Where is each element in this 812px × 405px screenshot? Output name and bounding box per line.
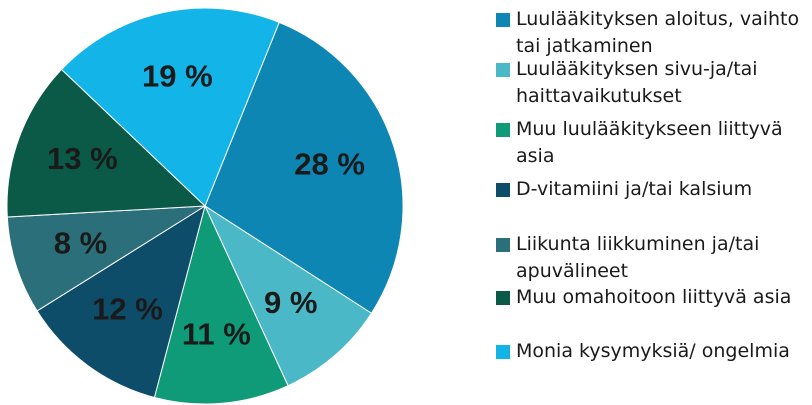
value-label: 28 % bbox=[294, 147, 365, 182]
legend-entry: Liikunta liikkuminen ja/tai apuvälineet bbox=[496, 231, 808, 285]
legend-label: Monia kysymyksiä/ ongelmia bbox=[516, 340, 790, 362]
value-label: 12 % bbox=[92, 291, 163, 326]
legend-entry: Muu luulääkitykseen liittyvä asia bbox=[496, 116, 808, 170]
legend-label: Muu luulääkitykseen liittyvä asia bbox=[516, 118, 783, 167]
pie-slice bbox=[6, 205, 206, 312]
pie-slice bbox=[60, 7, 280, 207]
legend-swatch bbox=[496, 183, 510, 197]
legend-entry: Muu omahoitoon liittyvä asia bbox=[496, 284, 808, 311]
legend-entry: D-vitamiini ja/tai kalsium bbox=[496, 176, 808, 203]
pie-slice bbox=[204, 21, 404, 314]
legend-swatch bbox=[496, 238, 510, 252]
value-label: 19 % bbox=[142, 58, 213, 93]
value-label: 13 % bbox=[47, 141, 118, 176]
pie-slice bbox=[153, 204, 289, 405]
legend-label: Luulääkityksen aloitus, vaihto tai jatka… bbox=[516, 8, 800, 57]
legend-label: Liikunta liikkuminen ja/tai apuvälineet bbox=[516, 233, 760, 282]
legend-label: Luulääkityksen sivu-ja/tai haittavaikutu… bbox=[516, 58, 758, 107]
value-label: 8 % bbox=[54, 226, 107, 261]
legend-entry: Luulääkityksen sivu-ja/tai haittavaikutu… bbox=[496, 56, 808, 110]
pie-slice bbox=[203, 204, 373, 387]
legend-label: Muu omahoitoon liittyvä asia bbox=[516, 286, 792, 308]
pie-slice bbox=[36, 204, 206, 399]
pie-slice bbox=[6, 68, 207, 218]
legend-swatch bbox=[496, 345, 510, 359]
legend-swatch bbox=[496, 291, 510, 305]
legend-swatch bbox=[496, 123, 510, 137]
legend-swatch bbox=[496, 63, 510, 77]
legend-entry: Luulääkityksen aloitus, vaihto tai jatka… bbox=[496, 6, 808, 60]
legend-swatch bbox=[496, 13, 510, 27]
value-label: 11 % bbox=[182, 316, 251, 351]
legend-entry: Monia kysymyksiä/ ongelmia bbox=[496, 338, 808, 365]
value-label: 9 % bbox=[264, 285, 317, 320]
pie: 28 % 9 % 11 % 12 % 8 % 13 % 19 % bbox=[6, 7, 404, 405]
legend-label: D-vitamiini ja/tai kalsium bbox=[516, 178, 753, 200]
